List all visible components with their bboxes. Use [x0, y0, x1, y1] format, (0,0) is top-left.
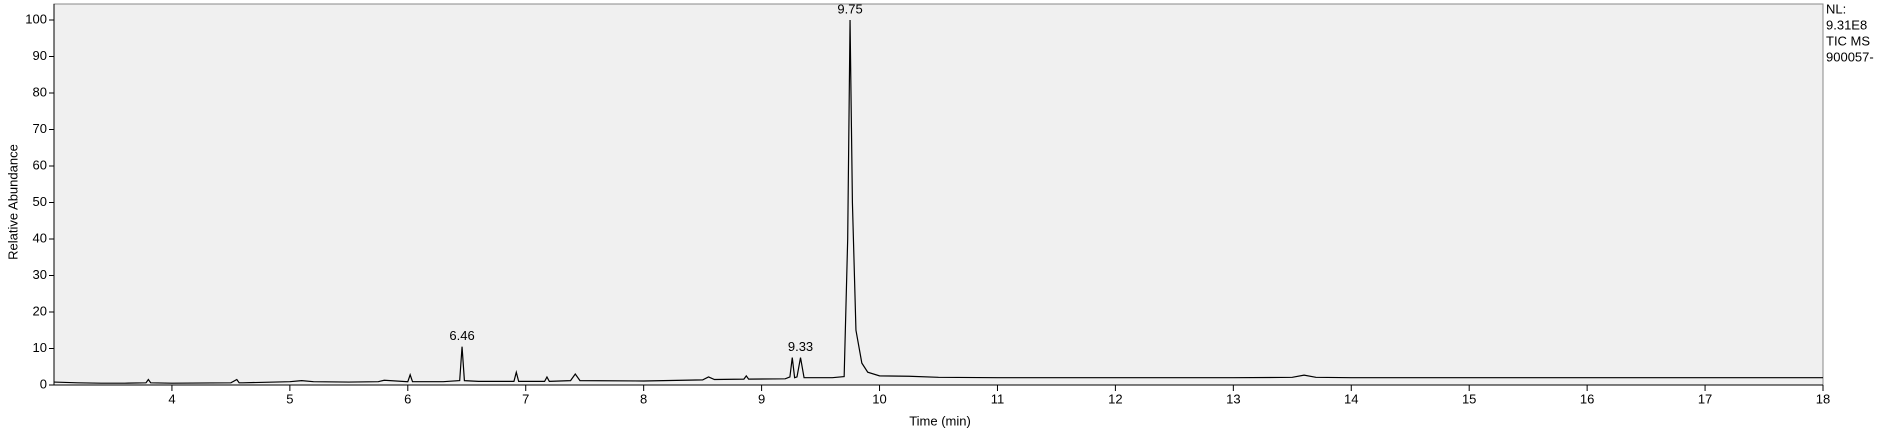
trace	[53, 19, 1823, 384]
y-tick-label: 20	[33, 303, 47, 318]
y-tick-label: 40	[33, 230, 47, 245]
y-axis-label: Relative Abundance	[5, 144, 20, 260]
x-tick-label: 11	[991, 391, 1005, 406]
x-tick-label: 8	[640, 391, 647, 406]
x-axis-label: Time (min)	[909, 413, 971, 428]
y-tick-label: 100	[25, 11, 47, 26]
peak-label: 6.46	[449, 328, 474, 343]
x-tick-label: 6	[404, 391, 411, 406]
y-tick-label: 30	[33, 267, 47, 282]
x-tick-label: 14	[1344, 391, 1358, 406]
y-tick-label: 0	[40, 376, 47, 391]
peak-label: 9.33	[788, 339, 813, 354]
y-tick-label: 80	[33, 84, 47, 99]
x-tick-label: 13	[1226, 391, 1240, 406]
x-tick-label: 7	[522, 391, 529, 406]
side-text: 900057-	[1826, 49, 1874, 64]
plot-area	[53, 3, 1824, 386]
side-text: 9.31E8	[1826, 17, 1867, 32]
y-tick-label: 70	[33, 121, 47, 136]
y-tick-label: 50	[33, 194, 47, 209]
x-tick-label: 5	[286, 391, 293, 406]
side-text: NL:	[1826, 1, 1846, 16]
peak-label: 9.75	[837, 1, 862, 16]
side-text: TIC MS	[1826, 33, 1870, 48]
x-tick-label: 15	[1462, 391, 1476, 406]
x-tick-label: 18	[1816, 391, 1830, 406]
x-tick-label: 9	[758, 391, 765, 406]
y-tick-label: 60	[33, 157, 47, 172]
y-tick-label: 90	[33, 48, 47, 63]
y-tick-label: 10	[33, 340, 47, 355]
x-tick-label: 4	[168, 391, 175, 406]
x-tick-label: 16	[1580, 391, 1594, 406]
x-tick-label: 17	[1698, 391, 1712, 406]
x-tick-label: 12	[1108, 391, 1122, 406]
x-tick-label: 10	[872, 391, 886, 406]
